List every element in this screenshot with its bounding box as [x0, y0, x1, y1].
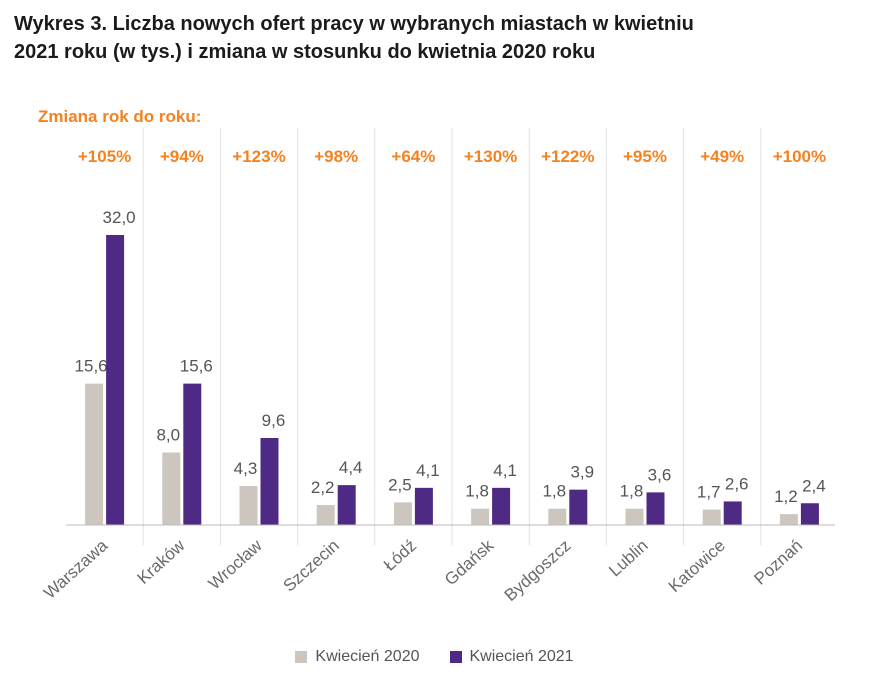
bar-2021: [492, 487, 511, 525]
category-label: Warszawa: [40, 535, 112, 602]
data-label-2021: 32,0: [103, 208, 136, 227]
data-label-2021: 3,6: [648, 465, 672, 484]
bar-2020: [316, 505, 335, 525]
data-label-2020: 2,5: [388, 475, 412, 494]
data-label-2020: 2,2: [311, 478, 335, 497]
change-percent: +130%: [464, 147, 517, 166]
data-label-2021: 2,6: [725, 474, 749, 493]
change-label: Zmiana rok do roku:: [38, 107, 201, 126]
bar-2021: [260, 438, 279, 525]
bar-2020: [625, 508, 644, 525]
data-label-2020: 1,8: [465, 482, 489, 501]
change-percent: +95%: [623, 147, 667, 166]
category-label: Lublin: [605, 536, 651, 580]
data-label-2021: 3,9: [570, 463, 594, 482]
bar-2021: [800, 503, 819, 525]
data-label-2021: 4,1: [493, 461, 517, 480]
legend-swatch-2021: [449, 651, 462, 663]
legend-item-2021: Kwiecień 2021: [449, 648, 574, 666]
category-label: Bydgoszcz: [501, 536, 575, 605]
category-label: Kraków: [134, 535, 189, 588]
legend-label-2021: Kwiecień 2021: [469, 648, 574, 665]
category-label: Szczecin: [280, 536, 343, 596]
column-separators: [142, 128, 762, 545]
data-label-2020: 4,3: [234, 459, 258, 478]
change-percent: +94%: [160, 147, 204, 166]
change-percent: +64%: [391, 147, 435, 166]
bar-2021: [723, 501, 742, 525]
data-label-2020: 8,0: [156, 426, 180, 445]
bar-2021: [646, 492, 665, 525]
bar-2020: [548, 508, 567, 525]
legend: Kwiecień 2020 Kwiecień 2021: [0, 648, 869, 666]
bar-chart: Zmiana rok do roku: +105% 15,6 32,0 Warszaw…: [38, 107, 835, 605]
change-percent: +100%: [773, 147, 826, 166]
change-percent: +49%: [700, 147, 744, 166]
bar-2020: [779, 514, 798, 525]
data-label-2021: 2,4: [802, 476, 826, 495]
data-label-2020: 1,2: [774, 487, 798, 506]
legend-label-2020: Kwiecień 2020: [315, 648, 420, 665]
bar-2020: [393, 502, 412, 525]
change-percent: +98%: [314, 147, 358, 166]
change-percent: +105%: [78, 147, 131, 166]
data-label-2021: 9,6: [262, 411, 286, 430]
data-label-2020: 1,8: [542, 482, 566, 501]
change-percent: +123%: [232, 147, 285, 166]
legend-item-2020: Kwiecień 2020: [295, 648, 420, 666]
category-label: Poznań: [751, 536, 807, 589]
category-label: Łódź: [380, 536, 420, 575]
bar-2020: [239, 486, 258, 525]
bars-group: +105% 15,6 32,0 Warszawa +94% 8,0 15,6 Kraków +1…: [40, 147, 826, 605]
bar-2021: [106, 235, 125, 525]
chart-title: Wykres 3. Liczba nowych ofert pracy w wy…: [14, 10, 854, 66]
chart-title-line-2: 2021 roku (w tys.) i zmiana w stosunku d…: [14, 41, 596, 63]
data-label-2020: 1,8: [620, 482, 644, 501]
legend-swatch-2020: [295, 651, 308, 663]
bar-2020: [471, 508, 490, 525]
bar-2021: [337, 485, 356, 525]
data-label-2021: 15,6: [180, 357, 213, 376]
bar-2020: [162, 452, 181, 525]
data-label-2020: 15,6: [75, 357, 108, 376]
category-label: Gdańsk: [441, 536, 498, 590]
bar-2021: [414, 487, 433, 525]
data-label-2021: 4,4: [339, 458, 363, 477]
bar-2021: [569, 489, 588, 525]
data-label-2021: 4,1: [416, 461, 440, 480]
bar-2021: [183, 383, 202, 525]
change-percent: +122%: [541, 147, 594, 166]
chart-title-line-1: Wykres 3. Liczba nowych ofert pracy w wy…: [14, 13, 694, 35]
bar-2020: [85, 383, 104, 525]
bar-2020: [702, 509, 721, 525]
category-label: Wrocław: [205, 535, 266, 593]
category-label: Katowice: [665, 536, 729, 596]
data-label-2020: 1,7: [697, 483, 721, 502]
